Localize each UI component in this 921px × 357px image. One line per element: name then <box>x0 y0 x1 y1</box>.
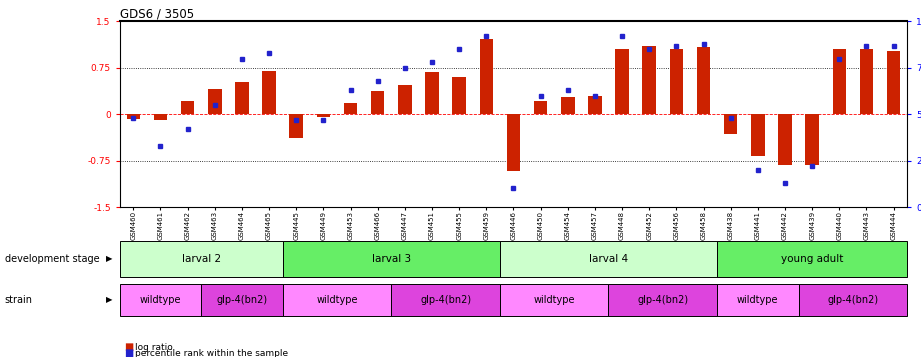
Text: glp-4(bn2): glp-4(bn2) <box>827 295 879 305</box>
Bar <box>452 77 466 114</box>
Bar <box>751 114 764 156</box>
Bar <box>643 46 656 114</box>
Bar <box>589 96 601 114</box>
Bar <box>480 39 493 114</box>
Bar <box>120 284 201 316</box>
Bar <box>371 91 384 114</box>
Bar <box>717 284 799 316</box>
Text: larval 4: larval 4 <box>589 254 628 264</box>
Bar <box>126 114 140 119</box>
Bar <box>805 114 819 165</box>
Bar <box>120 241 283 277</box>
Bar <box>724 114 738 134</box>
Text: larval 2: larval 2 <box>181 254 221 264</box>
Text: wildtype: wildtype <box>533 295 575 305</box>
Bar <box>289 114 303 138</box>
Bar <box>283 241 500 277</box>
Text: ▶: ▶ <box>106 295 112 305</box>
Bar <box>778 114 792 165</box>
Text: wildtype: wildtype <box>140 295 181 305</box>
Bar <box>398 85 412 114</box>
Bar <box>670 49 683 114</box>
Bar <box>507 114 520 171</box>
Bar <box>391 284 500 316</box>
Bar <box>500 284 609 316</box>
Bar <box>283 284 391 316</box>
Bar <box>201 284 283 316</box>
Bar <box>426 72 438 114</box>
Bar <box>887 51 901 114</box>
Bar <box>799 284 907 316</box>
Bar <box>208 90 222 114</box>
Bar <box>717 241 907 277</box>
Bar <box>181 101 194 114</box>
Text: development stage: development stage <box>5 254 99 264</box>
Text: wildtype: wildtype <box>316 295 357 305</box>
Bar <box>561 97 575 114</box>
Text: percentile rank within the sample: percentile rank within the sample <box>135 349 288 357</box>
Text: strain: strain <box>5 295 32 305</box>
Text: ■: ■ <box>124 342 134 352</box>
Bar <box>534 101 547 114</box>
Text: ■: ■ <box>124 348 134 357</box>
Text: glp-4(bn2): glp-4(bn2) <box>420 295 472 305</box>
Text: glp-4(bn2): glp-4(bn2) <box>216 295 267 305</box>
Text: glp-4(bn2): glp-4(bn2) <box>637 295 688 305</box>
Text: wildtype: wildtype <box>737 295 778 305</box>
Text: log ratio: log ratio <box>135 342 173 352</box>
Bar <box>609 284 717 316</box>
Bar <box>615 49 629 114</box>
Text: larval 3: larval 3 <box>372 254 411 264</box>
Bar <box>262 71 276 114</box>
Text: GDS6 / 3505: GDS6 / 3505 <box>120 7 193 20</box>
Bar <box>154 114 168 120</box>
Bar <box>833 49 846 114</box>
Bar <box>235 82 249 114</box>
Text: ▶: ▶ <box>106 254 112 263</box>
Bar <box>344 103 357 114</box>
Bar <box>500 241 717 277</box>
Text: young adult: young adult <box>781 254 844 264</box>
Bar <box>317 114 330 117</box>
Bar <box>697 47 710 114</box>
Bar <box>859 49 873 114</box>
